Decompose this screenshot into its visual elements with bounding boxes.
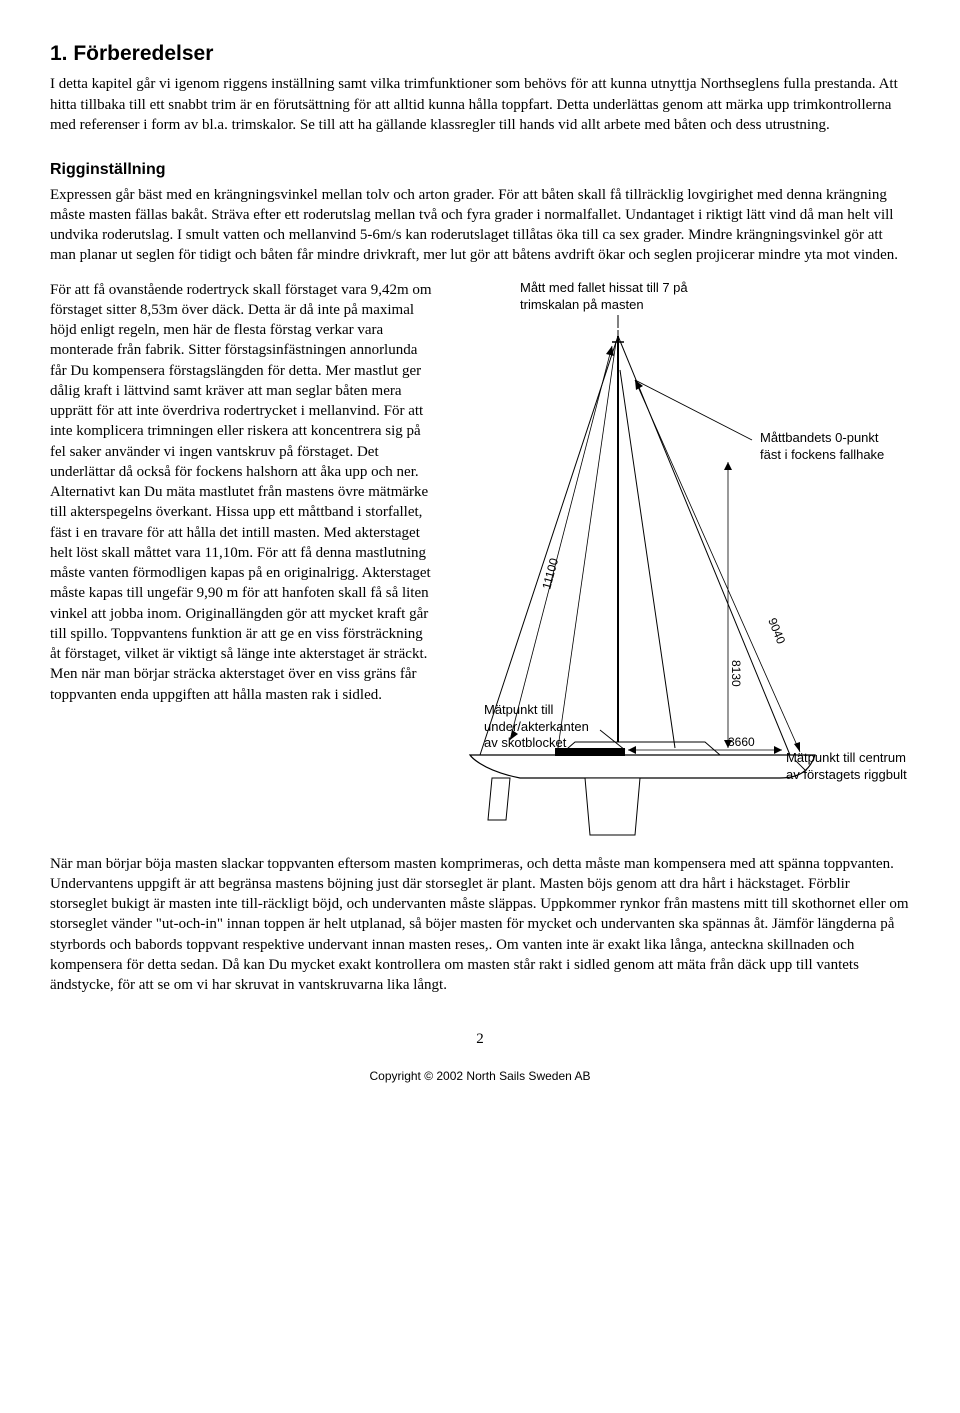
paragraph-intro: I detta kapitel går vi igenom riggens in… [50,74,910,135]
caption-line: Mätpunkt till [484,702,553,717]
svg-text:8130: 8130 [729,660,743,687]
paragraph-toppvant: När man börjar böja masten slackar toppv… [50,854,910,996]
diagram-caption-matpunkt-forstag: Mätpunkt till centrum av förstagets rigg… [786,750,946,784]
svg-text:9040: 9040 [765,616,788,646]
dimension-8130: 8130 [724,462,743,748]
paragraph-rigg: Expressen går bäst med en krängningsvink… [50,185,910,266]
caption-line: av förstagets riggbult [786,767,907,782]
two-column-section: För att få ovanstående rodertryck skall … [50,280,910,840]
dimension-3660: 3660 [628,735,782,754]
copyright-line: Copyright © 2002 North Sails Sweden AB [50,1068,910,1084]
heading-rigginställning: Rigginställning [50,159,910,181]
caption-line: av skotblocket [484,735,566,750]
diagram-caption-mattband: Måttbandets 0-punkt fäst i fockens fallh… [760,430,920,464]
keel-outline [585,778,640,835]
rudder-outline [488,778,510,820]
forestay-line [618,336,790,755]
pointer-to-mattband [635,380,752,440]
svg-text:11100: 11100 [539,556,561,590]
caption-line: Mätpunkt till centrum [786,750,906,765]
heading-forberedelser: 1. Förberedelser [50,40,910,68]
dimension-11100: 11100 [510,346,614,740]
sailboat-diagram-column: Mått med fallet hissat till 7 på trimska… [450,280,910,840]
backstay-line [480,336,618,755]
jib-leech-line [620,370,675,748]
left-text-column: För att få ovanstående rodertryck skall … [50,280,432,840]
caption-line: fäst i fockens fallhake [760,447,884,462]
diagram-caption-matpunkt-skotblock: Mätpunkt till under/akterkanten av skotb… [484,702,624,753]
mainsail-leech-line [558,342,616,748]
paragraph-forstag: För att få ovanstående rodertryck skall … [50,280,432,705]
page-number: 2 [50,1029,910,1049]
hull-outline [470,755,815,778]
caption-line: Måttbandets 0-punkt [760,430,879,445]
svg-text:3660: 3660 [728,735,755,749]
diagram-caption-top: Mått med fallet hissat till 7 på trimska… [520,280,740,314]
caption-line: under/akterkanten [484,719,589,734]
